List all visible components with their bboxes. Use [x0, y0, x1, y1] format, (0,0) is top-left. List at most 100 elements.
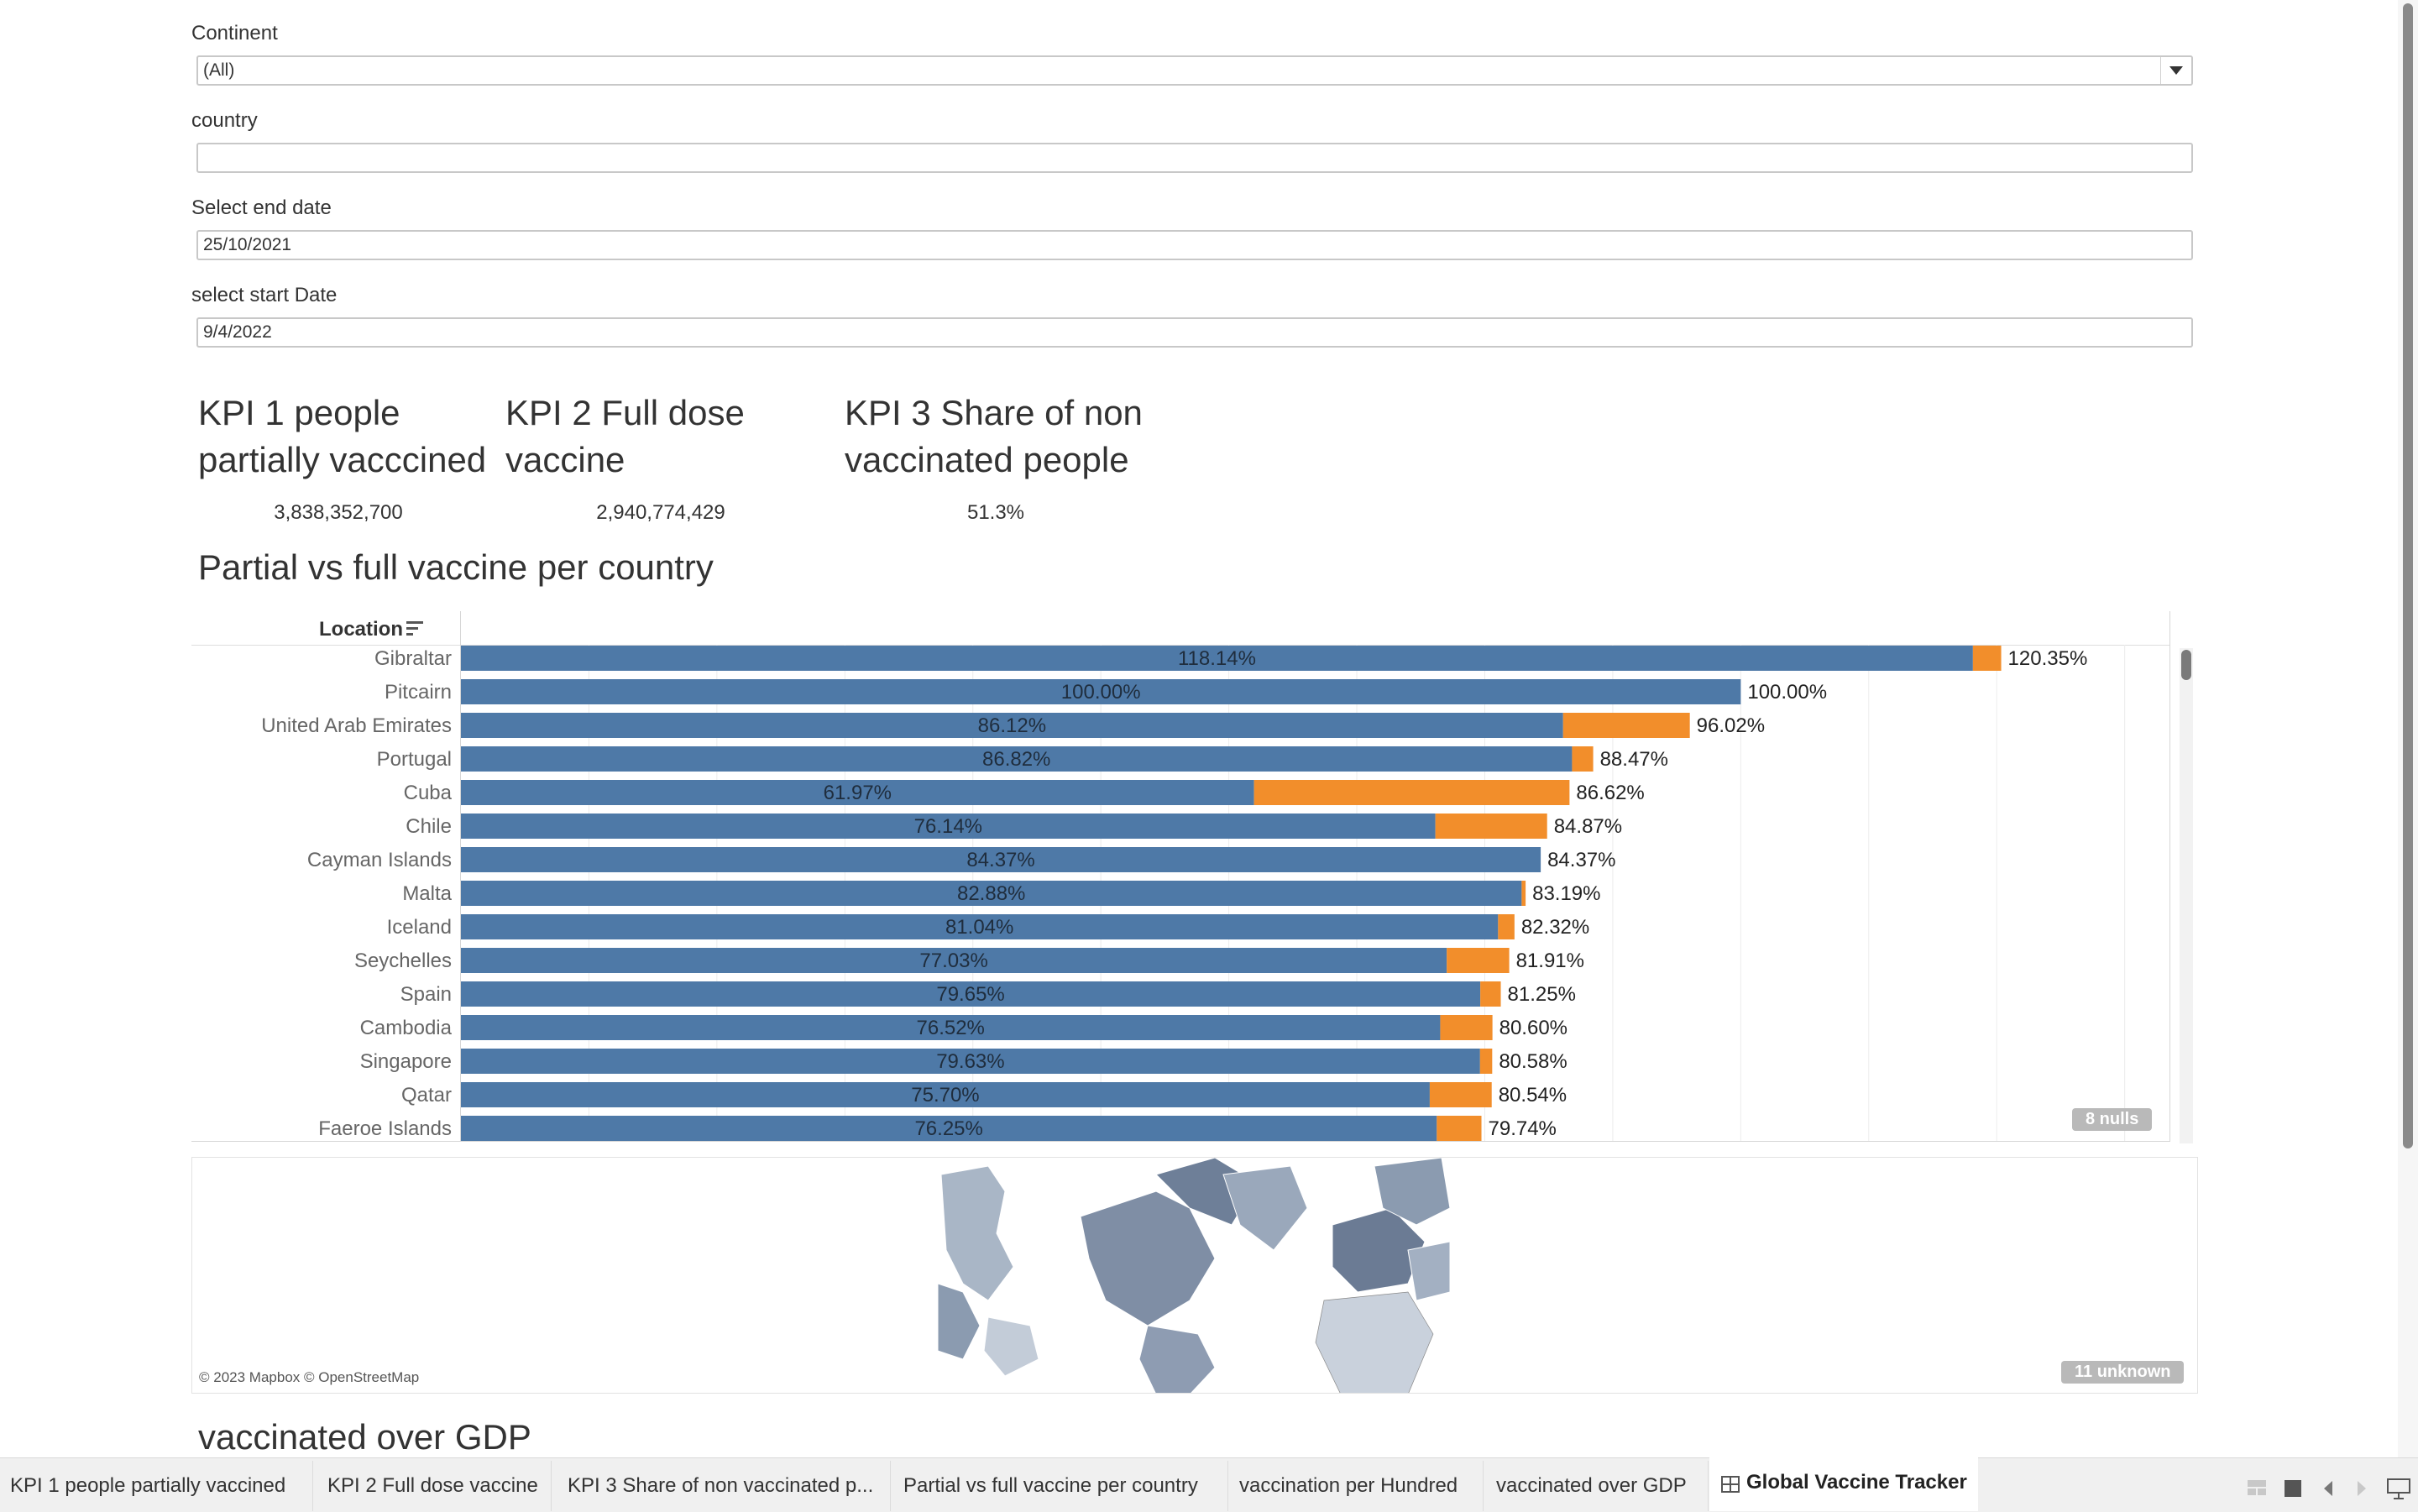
- partial-dose-bar[interactable]: [1440, 1015, 1493, 1040]
- partial-dose-bar[interactable]: [1480, 981, 1501, 1007]
- location-label[interactable]: Iceland: [386, 916, 452, 939]
- partial-dose-bar[interactable]: [1562, 713, 1690, 738]
- sort-icon[interactable]: [406, 620, 425, 641]
- full-dose-bar[interactable]: [461, 713, 1563, 738]
- bar-total-label: 82.32%: [1521, 916, 1589, 939]
- location-label[interactable]: Pitcairn: [384, 681, 452, 704]
- bar-total-label: 100.00%: [1747, 681, 1827, 704]
- partial-dose-bar[interactable]: [1429, 1082, 1492, 1107]
- tab-vaccinated-over-gdp[interactable]: vaccinated over GDP: [1496, 1474, 1687, 1497]
- kpi-3: KPI 3 Share of non vaccinated people: [845, 390, 1164, 484]
- partial-dose-bar[interactable]: [1521, 881, 1526, 906]
- chart-scrollbar-thumb[interactable]: [2181, 650, 2191, 680]
- grid-view-icon[interactable]: [2247, 1479, 2267, 1496]
- full-dose-bar[interactable]: [461, 914, 1499, 939]
- kpi-2: KPI 2 Full dose vaccine: [505, 390, 808, 484]
- kpi-2-title-line2: vaccine: [505, 440, 625, 479]
- kpi-3-title-line1: KPI 3 Share of non: [845, 393, 1143, 432]
- tab-kpi-1[interactable]: KPI 1 people partially vaccined: [10, 1474, 286, 1497]
- bar-inner-label: 100.00%: [1061, 681, 1141, 704]
- bar-total-label: 80.54%: [1499, 1084, 1567, 1107]
- partial-dose-bar[interactable]: [1447, 948, 1510, 973]
- map-container[interactable]: © 2023 Mapbox © OpenStreetMap 11 unknown: [191, 1157, 2198, 1394]
- location-label[interactable]: United Arab Emirates: [261, 714, 452, 737]
- world-map[interactable]: [938, 1158, 1450, 1394]
- location-label[interactable]: Seychelles: [353, 950, 452, 972]
- tab-global-vaccine-tracker-label: Global Vaccine Tracker: [1746, 1471, 1967, 1494]
- kpi-3-value: 51.3%: [966, 501, 1025, 524]
- bar-inner-label: 79.65%: [936, 983, 1004, 1006]
- continent-filter-label: Continent: [191, 22, 278, 44]
- bar-total-label: 83.19%: [1532, 882, 1600, 905]
- location-label[interactable]: Faeroe Islands: [318, 1117, 452, 1140]
- country-input[interactable]: [196, 143, 2193, 173]
- start-date-input[interactable]: 9/4/2022: [196, 317, 2193, 348]
- continent-dropdown[interactable]: (All): [196, 55, 2193, 86]
- partial-dose-bar[interactable]: [1435, 814, 1547, 839]
- tab-bar: [0, 1457, 2418, 1512]
- location-label[interactable]: Cambodia: [359, 1017, 452, 1039]
- page-scrollbar-thumb[interactable]: [2403, 3, 2413, 1148]
- full-dose-bar[interactable]: [461, 679, 1741, 704]
- location-label[interactable]: Malta: [402, 882, 452, 905]
- full-dose-bar[interactable]: [461, 981, 1481, 1007]
- map-attribution[interactable]: © 2023 Mapbox © OpenStreetMap: [199, 1369, 420, 1385]
- tab-kpi-3[interactable]: KPI 3 Share of non vaccinated p...: [568, 1474, 874, 1497]
- location-label[interactable]: Cuba: [403, 782, 452, 804]
- partial-dose-bar[interactable]: [1972, 646, 2002, 671]
- partial-dose-bar[interactable]: [1498, 914, 1515, 939]
- full-dose-bar[interactable]: [461, 948, 1447, 973]
- tab-global-vaccine-tracker-active[interactable]: Global Vaccine Tracker: [1709, 1457, 1978, 1511]
- location-label[interactable]: Gibraltar: [374, 647, 452, 670]
- location-label[interactable]: Singapore: [359, 1050, 452, 1073]
- end-date-input[interactable]: 25/10/2021: [196, 230, 2193, 260]
- location-label[interactable]: Chile: [406, 815, 452, 838]
- chart-scrollbar[interactable]: [2180, 648, 2193, 1143]
- location-label[interactable]: Portugal: [376, 748, 452, 771]
- partial-dose-bar[interactable]: [1572, 746, 1594, 772]
- full-dose-bar[interactable]: [461, 780, 1254, 805]
- location-label[interactable]: Spain: [400, 983, 452, 1006]
- start-date-label: select start Date: [191, 284, 338, 306]
- bar-inner-label: 76.25%: [914, 1117, 982, 1140]
- next-icon[interactable]: [2356, 1481, 2368, 1496]
- full-view-icon[interactable]: [2284, 1479, 2302, 1498]
- partial-dose-bar[interactable]: [1437, 1116, 1482, 1141]
- bar-total-label: 84.37%: [1547, 849, 1615, 871]
- tab-kpi-2[interactable]: KPI 2 Full dose vaccine: [327, 1474, 538, 1497]
- kpi-1-title-line1: KPI 1 people: [198, 393, 400, 432]
- unknown-badge[interactable]: 11 unknown: [2061, 1361, 2185, 1384]
- bar-inner-label: 76.14%: [914, 815, 982, 838]
- full-dose-bar[interactable]: [461, 1049, 1480, 1074]
- bar-total-label: 79.74%: [1489, 1117, 1557, 1140]
- tab-vaccination-per-hundred[interactable]: vaccination per Hundred: [1239, 1474, 1458, 1497]
- page-scrollbar[interactable]: [2398, 0, 2418, 1457]
- full-dose-bar[interactable]: [461, 881, 1522, 906]
- bar-total-label: 80.58%: [1499, 1050, 1567, 1073]
- full-dose-bar[interactable]: [461, 1015, 1441, 1040]
- full-dose-bar[interactable]: [461, 1082, 1430, 1107]
- location-label[interactable]: Qatar: [400, 1084, 452, 1107]
- bar-inner-label: 81.04%: [945, 916, 1013, 939]
- row-labels: Gibraltar Pitcairn United Arab Emirates Por…: [191, 645, 452, 1142]
- location-label[interactable]: Cayman Islands: [306, 849, 452, 871]
- kpi-2-title-line1: KPI 2 Full dose: [505, 393, 745, 432]
- partial-dose-bar[interactable]: [1253, 780, 1570, 805]
- nulls-badge[interactable]: 8 nulls: [2072, 1108, 2153, 1131]
- dashboard-icon: [1721, 1476, 1740, 1493]
- full-dose-bar[interactable]: [461, 646, 1973, 671]
- prev-icon[interactable]: [2322, 1481, 2334, 1496]
- tab-partial-vs-full[interactable]: Partial vs full vaccine per country: [903, 1474, 1198, 1497]
- location-column-header[interactable]: Location: [319, 618, 403, 641]
- bar-inner-label: 86.82%: [982, 748, 1050, 771]
- dropdown-arrow-icon[interactable]: [2160, 57, 2191, 84]
- bar-inner-label: 61.97%: [824, 782, 892, 804]
- full-dose-bar[interactable]: [461, 746, 1573, 772]
- presentation-icon[interactable]: [2386, 1478, 2411, 1499]
- partial-dose-bar[interactable]: [1479, 1049, 1493, 1074]
- bar-total-label: 86.62%: [1576, 782, 1644, 804]
- full-dose-bar[interactable]: [461, 847, 1541, 872]
- bar-inner-label: 82.88%: [957, 882, 1025, 905]
- full-dose-bar[interactable]: [461, 814, 1436, 839]
- full-dose-bar[interactable]: [461, 1116, 1437, 1141]
